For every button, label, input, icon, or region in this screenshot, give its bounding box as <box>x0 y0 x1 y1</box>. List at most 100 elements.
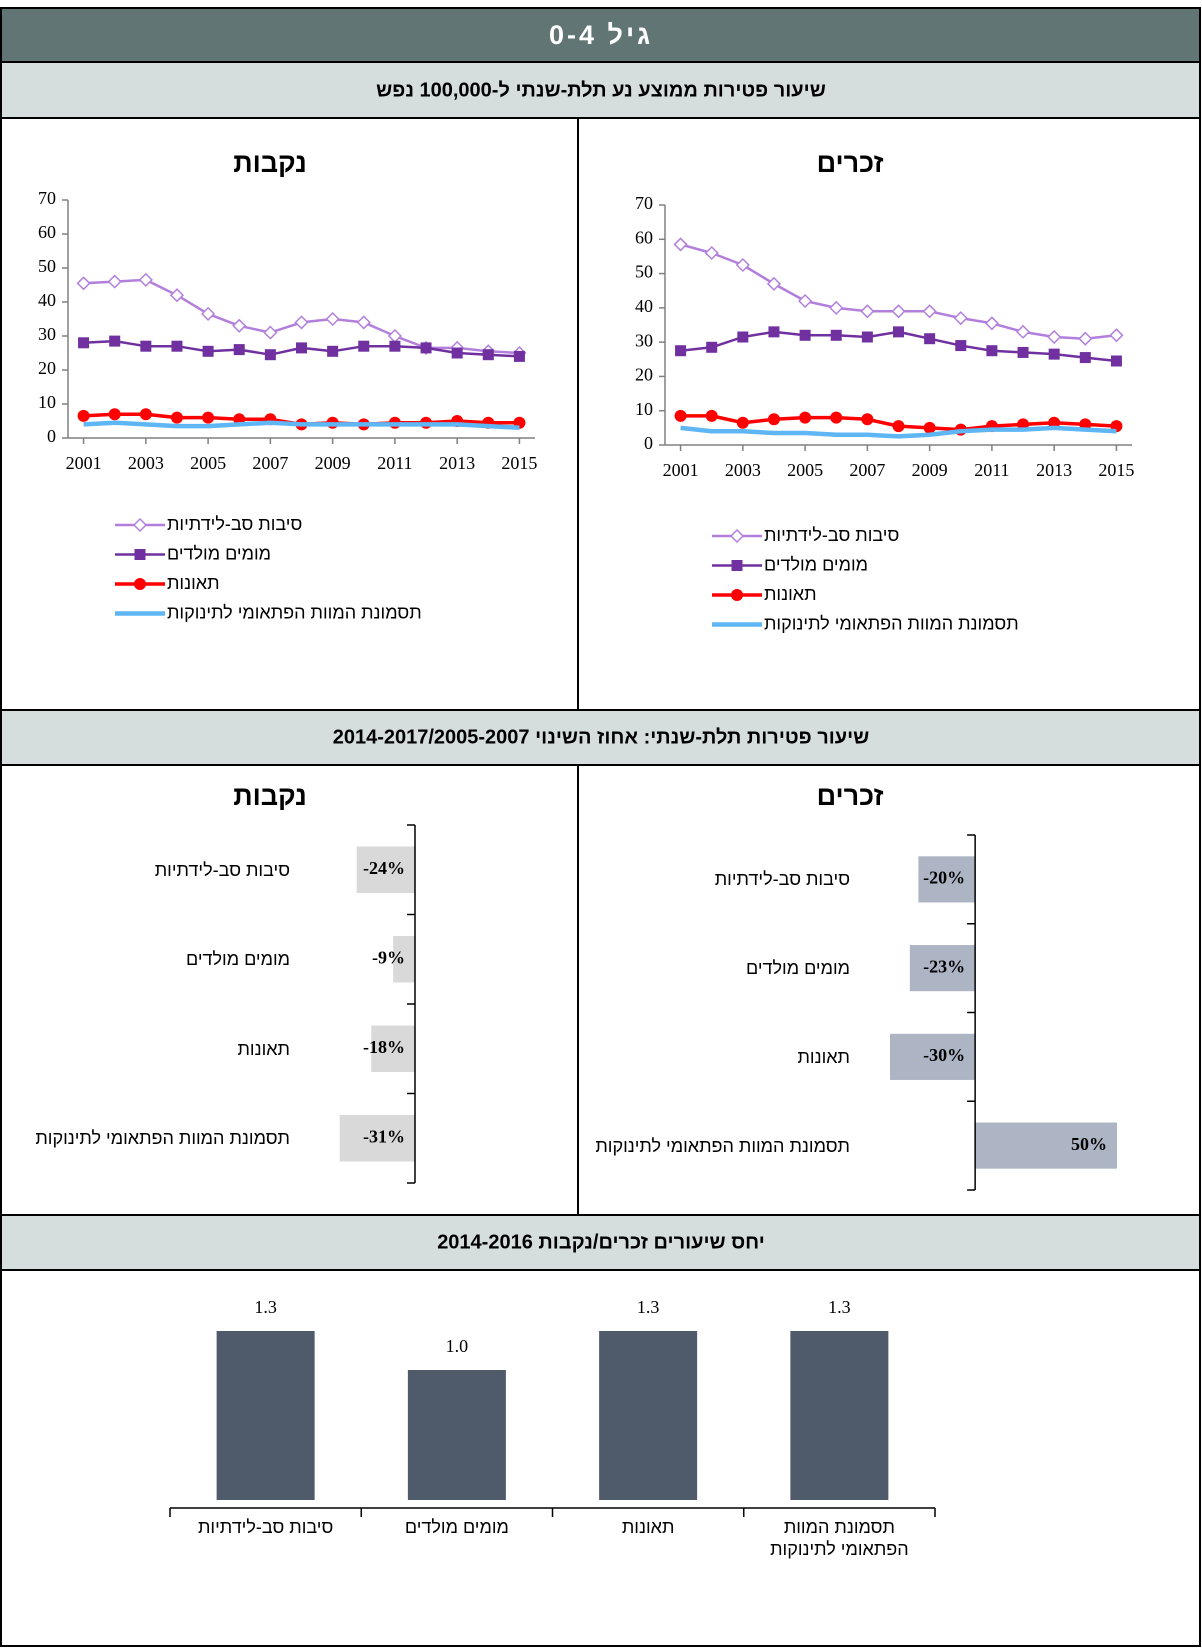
marker <box>704 245 719 261</box>
marker <box>1110 355 1122 367</box>
marker <box>766 276 782 291</box>
label-wrap: מומים מולדים <box>361 1516 552 1576</box>
marker <box>1079 352 1091 364</box>
marker <box>924 333 936 345</box>
marker <box>767 413 780 426</box>
value-label: -20% <box>923 868 965 888</box>
bar <box>975 1122 1117 1169</box>
marker <box>923 421 936 434</box>
marker <box>1015 324 1031 339</box>
label-wrap: תסמונת המוות הפתאומי לתינוקות <box>0 1108 290 1168</box>
legend-label: מומים מולדים <box>764 554 868 574</box>
marker <box>170 411 183 424</box>
category-label: מומים מולדים <box>185 949 290 970</box>
value-label: -24% <box>363 858 405 878</box>
label-box: תסמונת המוות הפתאומי לתינוקות <box>530 1116 850 1176</box>
marker <box>389 340 401 352</box>
marker <box>76 276 91 291</box>
label-box: מומים מולדים <box>361 1516 552 1576</box>
label-box: סיבות סב-לידתיות <box>0 840 290 900</box>
label-wrap: תאונות <box>553 1516 744 1576</box>
marker <box>513 350 525 362</box>
y-tick-label: 60 <box>38 222 56 242</box>
x-tick-label: 2003 <box>725 460 761 480</box>
x-tick-label: 2013 <box>439 453 475 473</box>
x-tick-label: 2001 <box>66 453 102 473</box>
label-wrap: תאונות <box>0 1019 290 1079</box>
y-tick-label: 50 <box>635 262 653 282</box>
label-wrap: תאונות <box>530 1027 850 1087</box>
label-box: מומים מולדים <box>0 929 290 989</box>
y-tick-label: 40 <box>635 296 653 316</box>
value-label: -23% <box>923 956 965 976</box>
marker <box>202 411 215 424</box>
marker <box>892 420 905 433</box>
category-label: סיבות סב-לידתיות <box>198 1517 334 1537</box>
value-label: -18% <box>363 1037 405 1057</box>
marker <box>78 337 90 349</box>
marker <box>140 340 152 352</box>
legend-marker <box>134 549 146 560</box>
y-tick-label: 60 <box>635 227 653 247</box>
series-line <box>83 420 520 431</box>
x-tick-label: 2015 <box>1098 460 1134 480</box>
label-box: מומים מולדים <box>530 938 850 998</box>
x-tick-label: 2013 <box>1036 460 1072 480</box>
label-wrap: סיבות סב-לידתיות <box>530 849 850 909</box>
marker <box>674 409 687 422</box>
marker <box>768 326 780 338</box>
marker <box>798 293 813 309</box>
marker <box>138 272 153 287</box>
category-label: תאונות <box>237 1038 290 1059</box>
label-box: תאונות <box>0 1019 290 1079</box>
label-wrap: תסמונת המוות הפתאומי לתינוקות <box>744 1516 935 1576</box>
marker <box>358 340 370 352</box>
label-box: סיבות סב-לידתיות <box>198 1517 334 1537</box>
marker <box>327 345 339 357</box>
marker <box>263 325 278 340</box>
bar <box>890 1033 976 1080</box>
marker <box>735 257 750 273</box>
marker <box>1048 348 1060 360</box>
marker <box>1078 331 1093 346</box>
marker <box>232 318 247 333</box>
x-tick-label: 2007 <box>252 453 288 473</box>
y-tick-label: 10 <box>38 392 56 412</box>
label-box: תסמונת המוות הפתאומי לתינוקות <box>0 1108 290 1168</box>
marker <box>1047 329 1062 345</box>
y-tick-label: 70 <box>38 188 56 208</box>
x-tick-label: 2005 <box>787 460 823 480</box>
chart-title: זכרים <box>817 148 884 178</box>
marker <box>107 274 122 289</box>
label-wrap: מומים מולדים <box>0 929 290 989</box>
marker <box>675 345 687 357</box>
y-tick-label: 30 <box>38 324 56 344</box>
x-tick-label: 2011 <box>377 453 412 473</box>
legend-label: תסמונת המוות הפתאומי לתינוקות <box>167 602 422 622</box>
value-label: 1.3 <box>637 1297 660 1317</box>
legend-marker <box>729 528 745 544</box>
section-band <box>0 1214 1201 1271</box>
category-label: סיבות סב-לידתיות <box>154 859 290 880</box>
y-tick-label: 20 <box>38 358 56 378</box>
y-tick-label: 10 <box>635 399 653 419</box>
label-wrap: מומים מולדים <box>530 938 850 998</box>
category-label: מומים מולדים <box>745 958 850 979</box>
value-label: -31% <box>363 1126 405 1146</box>
marker <box>139 408 152 421</box>
marker <box>861 331 873 343</box>
label-wrap: סיבות סב-לידתיות <box>0 840 290 900</box>
marker <box>1048 416 1061 429</box>
value-label: -30% <box>923 1045 965 1065</box>
marker <box>482 349 494 361</box>
marker <box>799 329 811 341</box>
y-tick-label: 50 <box>38 256 56 276</box>
page-title: גיל 0-4 <box>549 20 653 50</box>
marker <box>296 342 307 354</box>
top-band <box>0 7 1201 63</box>
x-tick-label: 2005 <box>190 453 226 473</box>
marker <box>325 311 340 327</box>
label-wrap: תסמונת המוות הפתאומי לתינוקות <box>530 1116 850 1176</box>
bar <box>339 1114 415 1162</box>
value-label: -9% <box>372 947 405 967</box>
